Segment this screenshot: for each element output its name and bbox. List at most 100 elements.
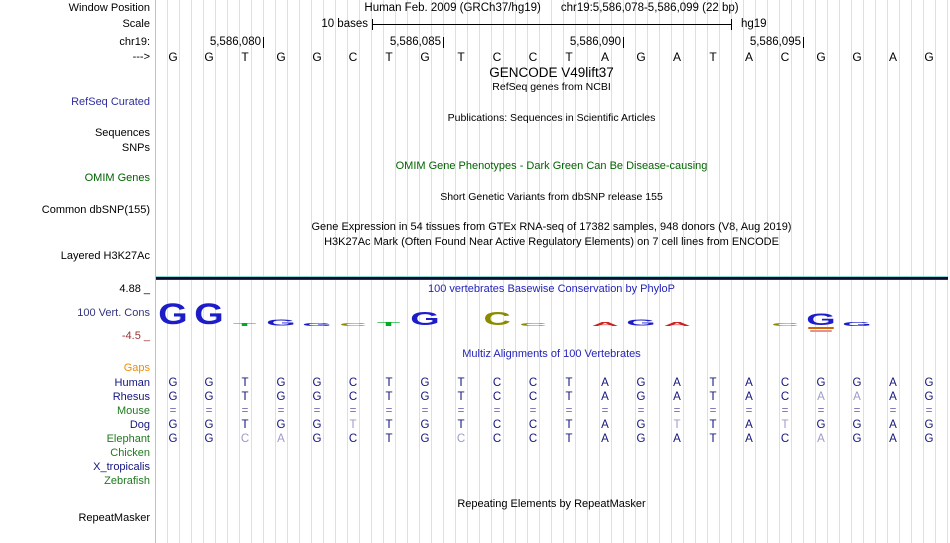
- center-text-omim-title[interactable]: OMIM Gene Phenotypes - Dark Green Can Be…: [395, 160, 708, 172]
- alignment-base-mouse: =: [277, 405, 285, 417]
- left-label-common-dbsnp[interactable]: Common dbSNP(155): [41, 204, 150, 216]
- phylop-letter: G: [410, 308, 440, 329]
- coordinate-label: 5,586,090: [569, 36, 621, 48]
- phylop-letter: G: [842, 320, 872, 327]
- left-label-species-rhesus[interactable]: Rhesus: [112, 391, 150, 403]
- alignment-base-elephant: C: [492, 433, 502, 445]
- center-text-publications-title[interactable]: Publications: Sequences in Scientific Ar…: [447, 112, 656, 124]
- coordinate-tick: [263, 37, 264, 48]
- alignment-base-rhesus: G: [276, 391, 286, 403]
- guideline: [587, 0, 588, 543]
- sequence-base: A: [744, 50, 753, 64]
- sequence-base: A: [600, 50, 609, 64]
- center-text-repeat-title[interactable]: Repeating Elements by RepeatMasker: [457, 498, 646, 510]
- left-label-layered-h3k27ac[interactable]: Layered H3K27Ac: [60, 250, 150, 262]
- guideline: [311, 0, 312, 543]
- alignment-base-mouse: =: [601, 405, 609, 417]
- center-text-gtex-title[interactable]: Gene Expression in 54 tissues from GTEx …: [311, 221, 792, 233]
- left-label-sequences[interactable]: Sequences: [94, 127, 150, 139]
- alignment-base-mouse: =: [205, 405, 213, 417]
- left-label-cons-label[interactable]: 100 Vert. Cons: [77, 307, 150, 319]
- left-label-repeatmasker[interactable]: RepeatMasker: [78, 512, 150, 524]
- alignment-base-elephant: G: [168, 433, 178, 445]
- alignment-base-elephant: C: [240, 433, 250, 445]
- phylop-logo-glyph: G: [623, 294, 659, 327]
- alignment-base-rhesus: G: [420, 391, 430, 403]
- guideline: [563, 0, 564, 543]
- alignment-base-mouse: =: [169, 405, 177, 417]
- sequence-base: G: [168, 50, 178, 64]
- center-text-multiz-title[interactable]: Multiz Alignments of 100 Vertebrates: [462, 348, 641, 360]
- h3k27ac-signal-line-dark: [155, 277, 948, 279]
- center-text-gencode-title[interactable]: GENCODE V49lift37: [489, 65, 614, 80]
- alignment-base-human: A: [673, 377, 681, 389]
- phylop-logo-glyph: C: [515, 294, 551, 326]
- alignment-base-elephant: A: [817, 433, 825, 445]
- guideline: [731, 0, 732, 543]
- alignment-base-dog: A: [745, 419, 753, 431]
- guideline: [803, 0, 804, 543]
- alignment-base-mouse: =: [565, 405, 573, 417]
- left-label-gaps[interactable]: Gaps: [123, 362, 150, 374]
- alignment-base-rhesus: A: [817, 391, 825, 403]
- phylop-logo-glyph: C: [479, 294, 515, 329]
- alignment-base-dog: G: [204, 419, 214, 431]
- alignment-base-elephant: G: [204, 433, 214, 445]
- alignment-base-human: C: [348, 377, 358, 389]
- left-label-omim-genes[interactable]: OMIM Genes: [84, 172, 150, 184]
- alignment-base-dog: C: [492, 419, 502, 431]
- guideline: [239, 0, 240, 543]
- guideline: [791, 0, 792, 543]
- phylop-letter: A: [663, 320, 691, 327]
- alignment-base-rhesus: A: [673, 391, 681, 403]
- phylop-letter: C: [771, 321, 799, 327]
- center-text-phylop-title[interactable]: 100 vertebrates Basewise Conservation by…: [427, 283, 676, 295]
- alignment-base-rhesus: T: [241, 391, 249, 403]
- guideline: [875, 0, 876, 543]
- phylop-logo-glyph: G: [155, 294, 191, 329]
- alignment-base-mouse: =: [853, 405, 861, 417]
- alignment-base-elephant: G: [420, 433, 430, 445]
- guideline: [611, 0, 612, 543]
- phylop-logo-glyph: G: [407, 294, 443, 329]
- left-label-species-human[interactable]: Human: [114, 377, 150, 389]
- phylop-letter: G: [806, 309, 836, 329]
- left-label-species-chicken[interactable]: Chicken: [110, 447, 150, 459]
- alignment-base-mouse: =: [529, 405, 537, 417]
- alignment-base-rhesus: T: [565, 391, 573, 403]
- sequence-base: C: [780, 50, 790, 64]
- guideline: [275, 0, 276, 543]
- alignment-base-dog: T: [457, 419, 465, 431]
- coordinate-label: 5,586,085: [389, 36, 441, 48]
- phylop-letter: C: [483, 308, 511, 329]
- left-label-species-mouse[interactable]: Mouse: [116, 405, 150, 417]
- alignment-base-human: C: [528, 377, 538, 389]
- alignment-base-dog: T: [565, 419, 573, 431]
- alignment-base-mouse: =: [241, 405, 249, 417]
- sequence-base: G: [204, 50, 214, 64]
- left-label-refseq-curated[interactable]: RefSeq Curated: [71, 96, 150, 108]
- left-label-species-zebrafish[interactable]: Zebrafish: [104, 475, 150, 487]
- left-label-snps[interactable]: SNPs: [121, 142, 150, 154]
- scale-ruler-line: [372, 24, 731, 25]
- guideline: [371, 0, 372, 543]
- alignment-base-rhesus: T: [385, 391, 393, 403]
- alignment-base-dog: A: [601, 419, 609, 431]
- sequence-base: T: [457, 50, 465, 64]
- left-label-species-dog[interactable]: Dog: [129, 419, 150, 431]
- alignment-base-elephant: A: [673, 433, 681, 445]
- phylop-letter: C: [339, 321, 367, 327]
- phylop-logo-glyph: C: [335, 294, 371, 326]
- alignment-base-human: G: [852, 377, 862, 389]
- alignment-base-rhesus: C: [528, 391, 538, 403]
- left-label-species-elephant[interactable]: Elephant: [106, 433, 150, 445]
- alignment-base-dog: T: [385, 419, 393, 431]
- left-label-species-xtropicalis[interactable]: X_tropicalis: [93, 461, 150, 473]
- guideline: [947, 0, 948, 543]
- guideline: [347, 0, 348, 543]
- alignment-base-human: T: [385, 377, 393, 389]
- alignment-base-mouse: =: [385, 405, 393, 417]
- center-text-h3k27ac-title[interactable]: H3K27Ac Mark (Often Found Near Active Re…: [324, 236, 779, 248]
- alignment-base-human: G: [204, 377, 214, 389]
- alignment-base-elephant: C: [780, 433, 790, 445]
